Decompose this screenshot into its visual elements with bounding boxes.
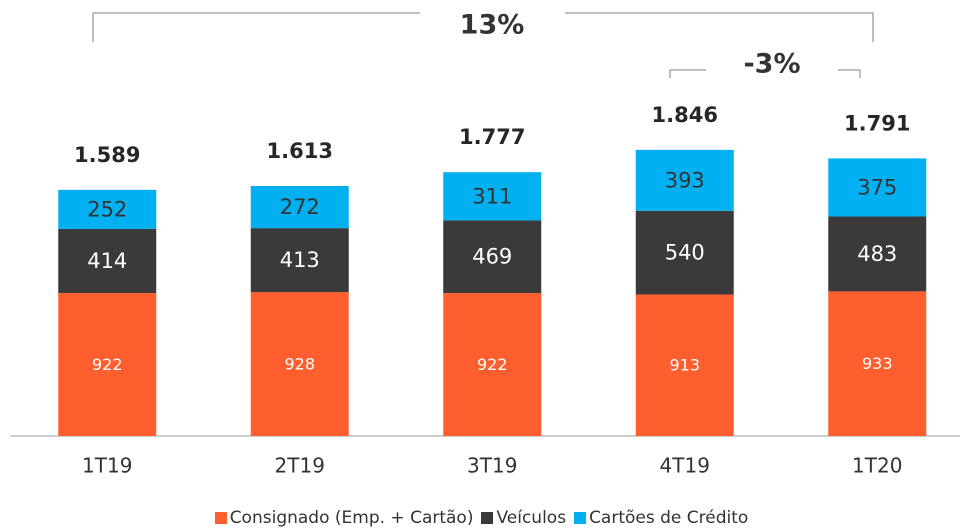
- legend-label: Veículos: [496, 508, 567, 528]
- legend-swatch: [214, 512, 227, 524]
- total-label: 1.613: [267, 139, 333, 163]
- x-tick-label: 1T20: [852, 454, 902, 478]
- data-label: 922: [92, 355, 123, 374]
- bar-segment: [635, 149, 734, 211]
- total-label: 1.791: [844, 111, 910, 135]
- bar-segment: [443, 293, 542, 436]
- bar-segment: [250, 292, 349, 436]
- data-label: 272: [280, 195, 320, 219]
- bar-segment: [635, 294, 734, 436]
- legend-item: Veículos: [481, 508, 566, 528]
- bar-segment: [443, 220, 542, 294]
- x-tick-label: 1T19: [82, 454, 132, 478]
- total-label: 1.846: [652, 103, 718, 127]
- legend-label: Consignado (Emp. + Cartão): [229, 508, 474, 528]
- data-label: 311: [472, 184, 512, 208]
- chart: 13% -3% 1T19 922 414 252 1.589 2T19 928 413 272 1…: [10, 10, 960, 478]
- data-label: 933: [862, 354, 893, 373]
- bar-segment: [250, 228, 349, 293]
- legend-label: Cartões de Crédito: [589, 508, 749, 528]
- annotation: -3%: [743, 49, 800, 80]
- x-tick-label: 4T19: [660, 454, 710, 478]
- bar-segment: [58, 189, 157, 229]
- bar-segment: [828, 291, 927, 436]
- bar-segment: [58, 228, 157, 294]
- data-label: 483: [857, 242, 897, 266]
- bar-segment: [635, 210, 734, 295]
- legend-swatch: [574, 512, 587, 524]
- total-label: 1.589: [74, 143, 140, 167]
- data-label: 469: [472, 245, 512, 269]
- data-label: 375: [857, 175, 897, 199]
- data-label: 413: [280, 248, 320, 272]
- legend-swatch: [481, 512, 494, 524]
- data-label: 540: [665, 241, 705, 265]
- data-label: 393: [665, 168, 705, 192]
- bar-segment: [443, 172, 542, 221]
- bar-segment: [250, 185, 349, 229]
- x-tick-label: 2T19: [275, 454, 325, 478]
- legend-item: Consignado (Emp. + Cartão): [214, 508, 474, 528]
- data-label: 414: [87, 249, 127, 273]
- data-label: 928: [284, 355, 315, 374]
- legend-item: Cartões de Crédito: [574, 508, 748, 528]
- data-label: 922: [477, 355, 508, 374]
- annotation: 13%: [460, 10, 525, 41]
- data-label: 252: [87, 197, 127, 221]
- bracket: [669, 69, 706, 78]
- bracket: [565, 12, 874, 42]
- bar-segment: [828, 158, 927, 217]
- x-tick-label: 3T19: [467, 454, 517, 478]
- bracket: [838, 69, 861, 78]
- bracket: [92, 12, 420, 42]
- total-label: 1.777: [459, 125, 525, 149]
- data-label: 913: [669, 356, 700, 375]
- bar-segment: [828, 216, 927, 292]
- bar-segment: [58, 293, 157, 436]
- legend: Consignado (Emp. + Cartão) Veículos Cartõe…: [0, 508, 963, 528]
